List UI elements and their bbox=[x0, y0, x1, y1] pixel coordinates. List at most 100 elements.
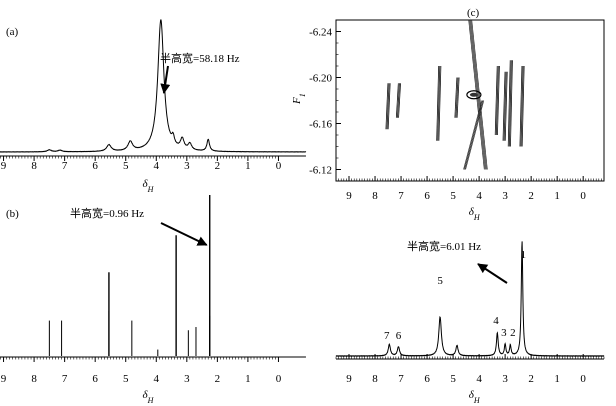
panel-d-peak-labels: 7 6 5 43 2 1 bbox=[384, 249, 526, 342]
panel-b-sticks bbox=[48, 195, 211, 356]
cross-peak-streak bbox=[454, 77, 458, 118]
panel-a-label: (a) bbox=[6, 26, 19, 38]
peak-number-label: 3 bbox=[501, 327, 507, 339]
panel-c-y-title: F1 bbox=[291, 93, 307, 105]
y-tick-label: -6.20 bbox=[309, 73, 332, 85]
x-tick-label: 4 bbox=[476, 190, 482, 202]
panel-b-tick-labels: 9 8 7 6 5 4 3 2 1 0 bbox=[1, 373, 282, 385]
peak-number-label: 7 bbox=[384, 330, 390, 342]
cross-peak-streak bbox=[385, 83, 389, 130]
x-tick-label: 6 bbox=[424, 373, 430, 385]
peak-number-label: 2 bbox=[510, 327, 516, 339]
cross-peak-streak bbox=[497, 65, 500, 136]
x-tick-label: 3 bbox=[502, 190, 508, 202]
cross-peak-streak bbox=[398, 83, 401, 118]
panel-d-x-title-main: δ bbox=[469, 389, 475, 401]
x-tick-label: 5 bbox=[123, 160, 129, 172]
peak-number-label: 1 bbox=[521, 249, 527, 261]
x-tick-label: 1 bbox=[245, 373, 251, 385]
panel-b-annotation-arrow bbox=[160, 222, 208, 246]
cross-peak-streak bbox=[455, 77, 459, 118]
x-tick-label: 3 bbox=[184, 160, 190, 172]
panel-c-y-title-main: F bbox=[291, 97, 303, 105]
x-tick-label: 8 bbox=[31, 160, 37, 172]
x-tick-label: 9 bbox=[346, 190, 352, 202]
cross-peak-streak bbox=[520, 65, 524, 147]
x-tick-label: 6 bbox=[424, 190, 430, 202]
x-tick-label: 7 bbox=[62, 373, 68, 385]
main-diagonal-streak bbox=[470, 19, 487, 170]
cross-peak-streak bbox=[503, 71, 507, 141]
panel-c-x-title-main: δ bbox=[469, 206, 475, 218]
panel-b-x-title: δH bbox=[143, 389, 155, 405]
cross-peak-streak bbox=[507, 60, 511, 147]
panel-b-spectrum: (b) 9 8 7 6 5 4 3 2 1 0 δH 半高宽=0.96 Hz bbox=[0, 195, 306, 405]
x-tick-label: 7 bbox=[62, 160, 68, 172]
cross-peak-streak bbox=[521, 65, 525, 147]
x-tick-label: 1 bbox=[554, 190, 560, 202]
panel-d-annotation: 半高宽=6.01 Hz bbox=[407, 239, 481, 253]
cross-peak-streak bbox=[438, 65, 442, 141]
panel-a-spectrum: (a) 9 8 7 6 5 4 3 2 1 0 δH 半高宽=58.18 Hz bbox=[0, 19, 307, 194]
panel-b-x-title-sub: H bbox=[147, 396, 155, 405]
cross-peak-streak bbox=[508, 60, 512, 147]
cross-peak-streak bbox=[386, 83, 390, 130]
x-tick-label: 2 bbox=[528, 190, 534, 202]
panel-a-trace bbox=[0, 19, 307, 153]
panel-c-ticks bbox=[335, 19, 605, 182]
y-tick-label: -6.12 bbox=[309, 165, 332, 177]
panel-b-x-ticks bbox=[0, 357, 279, 362]
x-tick-label: 0 bbox=[276, 373, 282, 385]
x-tick-label: 8 bbox=[31, 373, 37, 385]
x-tick-label: 1 bbox=[554, 373, 560, 385]
x-tick-label: 3 bbox=[184, 373, 190, 385]
x-tick-label: 1 bbox=[245, 160, 251, 172]
panel-d-x-title: δH bbox=[469, 389, 481, 405]
panel-a-x-ticks bbox=[0, 156, 279, 161]
panel-c-y-title-sub: 1 bbox=[298, 93, 307, 97]
panel-c-2d-spectrum: (c) 9 8 7 6 5 4 3 2 1 0-6.24-6.20-6.16-6.12 δH F1 bbox=[291, 7, 605, 222]
x-tick-label: 6 bbox=[92, 160, 98, 172]
panel-a-x-title: δH bbox=[143, 178, 155, 194]
panel-a-x-title-sub: H bbox=[147, 185, 155, 194]
panel-a-x-title-main: δ bbox=[143, 178, 149, 190]
cross-peak-streak bbox=[437, 65, 441, 141]
x-tick-label: 8 bbox=[372, 190, 378, 202]
cross-peak-streak bbox=[502, 71, 506, 141]
cross-peak-streak bbox=[504, 71, 508, 141]
panel-d-tick-labels: 9 8 7 6 5 4 3 2 1 0 bbox=[346, 373, 586, 385]
main-diagonal-streak bbox=[471, 19, 488, 170]
panel-b-annotation: 半高宽=0.96 Hz bbox=[70, 206, 144, 220]
x-tick-label: 9 bbox=[1, 160, 7, 172]
panel-d-trace bbox=[335, 241, 605, 357]
secondary-diagonal-streak bbox=[464, 100, 484, 170]
x-tick-label: 7 bbox=[398, 373, 404, 385]
cross-peak-streak bbox=[510, 60, 513, 147]
x-tick-label: 4 bbox=[154, 160, 160, 172]
cross-peak-streak bbox=[519, 65, 523, 147]
x-tick-label: 7 bbox=[398, 190, 404, 202]
peak-number-label: 5 bbox=[437, 275, 443, 287]
cross-peak-streak bbox=[387, 83, 391, 130]
cross-peak-streak bbox=[395, 83, 399, 118]
central-peak-core bbox=[469, 92, 478, 97]
panel-a-annotation: 半高宽=58.18 Hz bbox=[160, 51, 240, 65]
secondary-diagonal-streak bbox=[463, 100, 483, 170]
x-tick-label: 8 bbox=[372, 373, 378, 385]
panel-a-annotation-arrow bbox=[160, 65, 171, 94]
cross-peak-streak bbox=[495, 65, 499, 136]
x-tick-label: 9 bbox=[346, 373, 352, 385]
panel-c-streaks bbox=[385, 19, 525, 170]
panel-b-x-title-main: δ bbox=[143, 389, 149, 401]
x-tick-label: 9 bbox=[1, 373, 7, 385]
x-tick-label: 0 bbox=[580, 373, 586, 385]
secondary-diagonal-streak bbox=[465, 100, 485, 170]
panel-d-annotation-arrow bbox=[477, 263, 508, 284]
peak-number-label: 6 bbox=[396, 330, 402, 342]
x-tick-label: 0 bbox=[580, 190, 586, 202]
panel-b-label: (b) bbox=[6, 208, 19, 220]
cross-peak-streak bbox=[436, 65, 440, 141]
panel-c-frame bbox=[335, 19, 605, 182]
